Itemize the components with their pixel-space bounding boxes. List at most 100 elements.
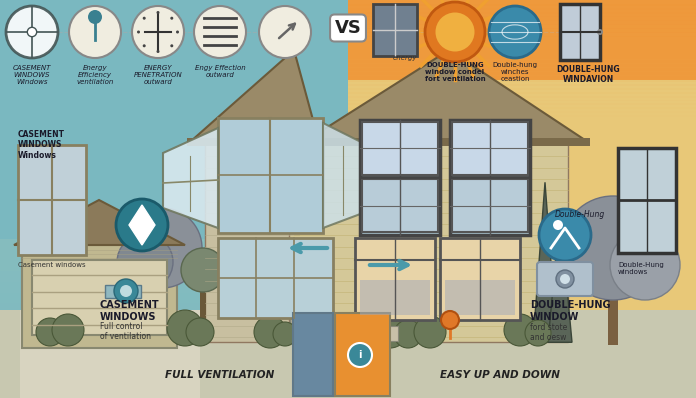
Polygon shape <box>548 212 572 342</box>
FancyBboxPatch shape <box>450 120 530 235</box>
Circle shape <box>69 6 121 58</box>
FancyBboxPatch shape <box>362 122 438 175</box>
Text: CASEMENT
WINDOWS
Windows: CASEMENT WINDOWS Windows <box>18 130 65 160</box>
FancyBboxPatch shape <box>293 313 333 396</box>
Circle shape <box>36 318 64 346</box>
FancyBboxPatch shape <box>348 12 696 18</box>
FancyBboxPatch shape <box>0 271 348 282</box>
Text: FULL VENTILATION: FULL VENTILATION <box>166 370 275 380</box>
Circle shape <box>171 44 173 47</box>
FancyBboxPatch shape <box>445 280 515 315</box>
Circle shape <box>167 310 203 346</box>
Circle shape <box>157 11 159 14</box>
Text: CASEMENT
WINDOWS
Windows: CASEMENT WINDOWS Windows <box>13 65 52 85</box>
FancyBboxPatch shape <box>218 118 323 233</box>
Text: Double-Hung: Double-Hung <box>555 210 606 219</box>
Text: DOUBLE-HUNG
WINDAVION: DOUBLE-HUNG WINDAVION <box>556 65 620 84</box>
Text: Casement windows: Casement windows <box>18 262 86 268</box>
Circle shape <box>348 343 372 367</box>
FancyBboxPatch shape <box>373 4 417 56</box>
Circle shape <box>176 31 179 33</box>
FancyBboxPatch shape <box>348 0 696 6</box>
Circle shape <box>414 316 446 348</box>
FancyBboxPatch shape <box>20 310 200 398</box>
FancyBboxPatch shape <box>348 0 696 398</box>
Circle shape <box>171 17 173 20</box>
Circle shape <box>561 196 665 300</box>
Circle shape <box>504 314 536 346</box>
Circle shape <box>181 248 225 292</box>
Text: Double-hung
winches
ceastion: Double-hung winches ceastion <box>493 62 537 82</box>
Circle shape <box>553 220 563 230</box>
FancyBboxPatch shape <box>348 44 696 48</box>
FancyBboxPatch shape <box>298 326 398 341</box>
Text: CASEMENT
WINDOWS: CASEMENT WINDOWS <box>100 300 159 322</box>
Circle shape <box>114 279 138 303</box>
Circle shape <box>441 311 459 329</box>
FancyBboxPatch shape <box>200 278 206 333</box>
Polygon shape <box>14 200 185 245</box>
Text: ford stote
and oesw: ford stote and oesw <box>530 323 567 342</box>
FancyBboxPatch shape <box>335 313 390 396</box>
Circle shape <box>157 50 159 53</box>
Text: i: i <box>358 350 362 360</box>
FancyBboxPatch shape <box>125 285 141 298</box>
Circle shape <box>143 17 145 20</box>
Circle shape <box>120 285 132 297</box>
Circle shape <box>6 6 58 58</box>
Circle shape <box>122 208 202 288</box>
Circle shape <box>259 6 311 58</box>
FancyBboxPatch shape <box>360 280 430 315</box>
Circle shape <box>525 320 551 346</box>
FancyBboxPatch shape <box>362 179 438 232</box>
FancyBboxPatch shape <box>0 346 348 357</box>
FancyBboxPatch shape <box>0 239 348 250</box>
FancyBboxPatch shape <box>618 148 676 253</box>
FancyBboxPatch shape <box>290 318 405 343</box>
FancyBboxPatch shape <box>348 24 696 29</box>
Circle shape <box>560 274 570 284</box>
Circle shape <box>88 10 102 24</box>
Circle shape <box>186 318 214 346</box>
FancyBboxPatch shape <box>0 310 696 398</box>
Circle shape <box>254 316 286 348</box>
Circle shape <box>273 322 297 346</box>
Polygon shape <box>129 205 155 245</box>
Polygon shape <box>533 182 557 342</box>
FancyBboxPatch shape <box>0 336 348 346</box>
FancyBboxPatch shape <box>348 0 696 80</box>
Circle shape <box>436 12 475 51</box>
FancyBboxPatch shape <box>348 48 696 52</box>
FancyBboxPatch shape <box>348 8 696 14</box>
Circle shape <box>27 27 37 37</box>
Text: DOUBLE-HUNG
window condel
fort ventilation: DOUBLE-HUNG window condel fort ventilati… <box>425 62 485 82</box>
Circle shape <box>143 44 145 47</box>
Circle shape <box>394 320 422 348</box>
FancyBboxPatch shape <box>348 28 696 33</box>
FancyBboxPatch shape <box>158 255 166 335</box>
Text: DOUBLE-HUNG
WINDOW: DOUBLE-HUNG WINDOW <box>530 300 610 322</box>
FancyBboxPatch shape <box>205 140 304 342</box>
FancyBboxPatch shape <box>18 145 86 255</box>
FancyBboxPatch shape <box>348 36 696 40</box>
FancyBboxPatch shape <box>218 238 333 318</box>
Polygon shape <box>163 128 218 228</box>
FancyBboxPatch shape <box>452 179 528 232</box>
Text: EASY UP AND DOWN: EASY UP AND DOWN <box>440 370 560 380</box>
FancyBboxPatch shape <box>348 16 696 21</box>
Circle shape <box>489 6 541 58</box>
Circle shape <box>132 6 184 58</box>
Circle shape <box>52 314 84 346</box>
FancyBboxPatch shape <box>608 255 618 345</box>
Circle shape <box>372 312 408 348</box>
FancyBboxPatch shape <box>0 250 348 260</box>
FancyBboxPatch shape <box>348 32 696 37</box>
FancyBboxPatch shape <box>560 4 600 60</box>
Circle shape <box>610 230 680 300</box>
FancyBboxPatch shape <box>348 4 696 10</box>
FancyBboxPatch shape <box>0 293 348 303</box>
Text: Full control
of ventilation: Full control of ventilation <box>100 322 151 341</box>
FancyBboxPatch shape <box>348 20 696 25</box>
Text: ENERGY
PENETRATION
outward: ENERGY PENETRATION outward <box>134 65 182 85</box>
Circle shape <box>117 234 173 290</box>
